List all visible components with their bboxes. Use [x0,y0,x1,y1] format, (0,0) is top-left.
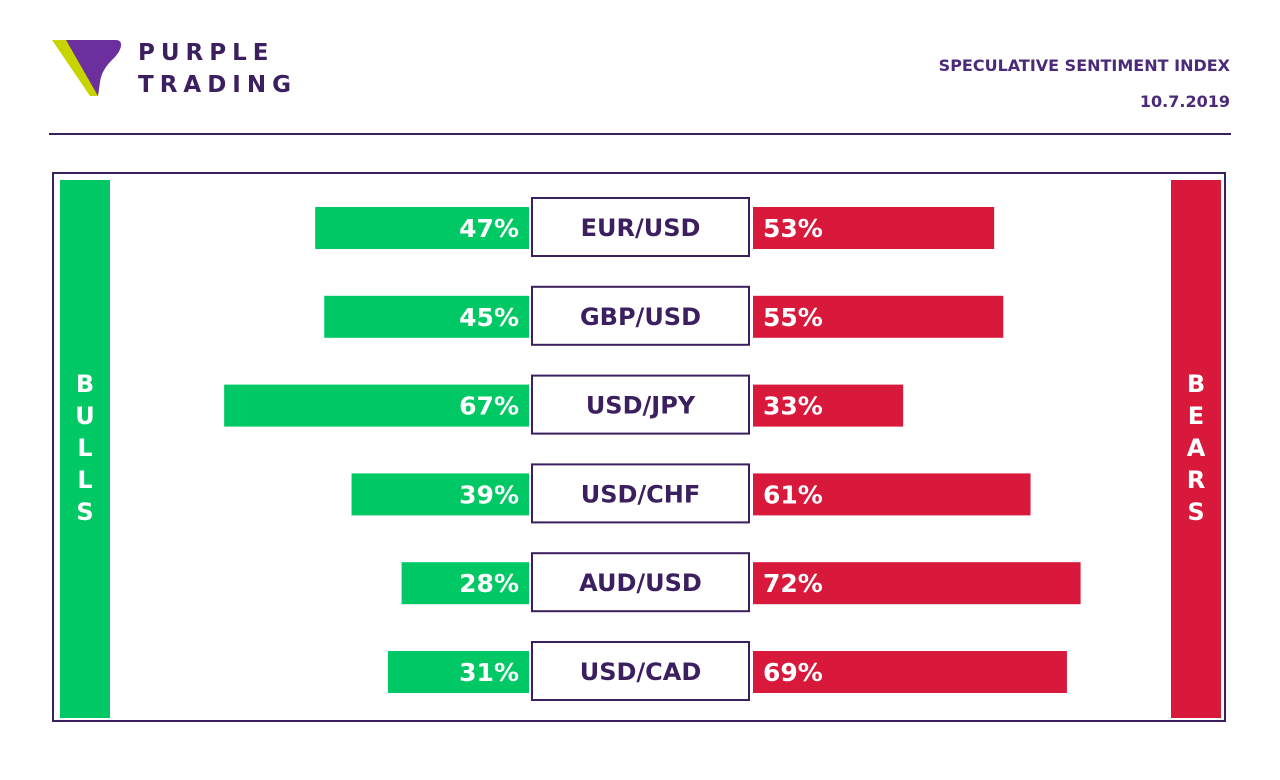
logo-mark-icon [52,40,122,96]
pair-label-gbp-usd: GBP/USD [580,303,701,331]
bears-value-aud-usd: 72% [763,569,823,598]
bears-bar-usd-chf [753,473,1031,516]
bears-value-usd-jpy: 33% [763,392,823,421]
bears-value-eur-usd: 53% [763,214,823,243]
bulls-bar-aud-usd [401,562,529,605]
bears-bar-gbp-usd [753,295,1004,338]
bears-bar-usd-cad [753,651,1067,693]
purple-trading-logo: PURPLE TRADING [52,40,302,100]
bears-value-gbp-usd: 55% [763,303,823,332]
row-aud-usd: AUD/USD 28% 72% [401,552,1081,613]
page-title: SPECULATIVE SENTIMENT INDEX [938,56,1230,75]
bears-value-usd-chf: 61% [763,480,823,509]
bulls-bar-eur-usd [315,207,529,249]
bulls-bar-gbp-usd [324,295,529,338]
row-gbp-usd: GBP/USD 45% 55% [324,285,1004,346]
bulls-value-gbp-usd: 45% [459,303,519,332]
row-usd-chf: USD/CHF 39% 61% [351,463,1031,524]
bulls-value-aud-usd: 28% [459,569,519,598]
bears-bar-eur-usd [753,207,995,249]
bulls-side-bar: B U L L S [60,180,110,718]
bears-bar-aud-usd [753,562,1081,605]
pair-box-aud-usd [531,552,750,613]
pair-label-eur-usd: EUR/USD [581,214,701,242]
bulls-value-usd-chf: 39% [459,480,519,509]
bulls-bar-usd-cad [387,651,529,693]
pair-box-usd-jpy [531,374,750,435]
logo-text-line2: TRADING [138,72,297,98]
bears-side-bar: B E A R S [1171,180,1221,718]
row-eur-usd: EUR/USD 47% 53% [315,197,995,257]
pair-box-eur-usd [531,197,750,257]
header-divider [49,133,1231,135]
report-date: 10.7.2019 [1139,92,1230,111]
bears-value-usd-cad: 69% [763,658,823,687]
pair-box-usd-chf [531,463,750,524]
bulls-bar-usd-chf [351,473,529,516]
pair-label-usd-cad: USD/CAD [580,658,702,686]
bears-label: B E A R S [1186,370,1206,526]
bulls-value-usd-cad: 31% [459,658,519,687]
chart-frame [52,172,1226,722]
pair-box-usd-cad [531,641,750,701]
bulls-bar-usd-jpy [224,384,529,427]
pair-label-usd-jpy: USD/JPY [586,392,696,420]
bears-bar-usd-jpy [753,384,904,427]
pair-box-gbp-usd [531,285,750,346]
bulls-value-eur-usd: 47% [459,214,519,243]
row-usd-jpy: USD/JPY 67% 33% [224,374,904,435]
bulls-value-usd-jpy: 67% [459,392,519,421]
pair-label-aud-usd: AUD/USD [579,569,702,597]
row-usd-cad: USD/CAD 31% 69% [387,641,1067,701]
bulls-label: B U L L S [75,370,95,526]
pair-label-usd-chf: USD/CHF [581,480,701,508]
logo-text-line1: PURPLE [138,40,275,66]
